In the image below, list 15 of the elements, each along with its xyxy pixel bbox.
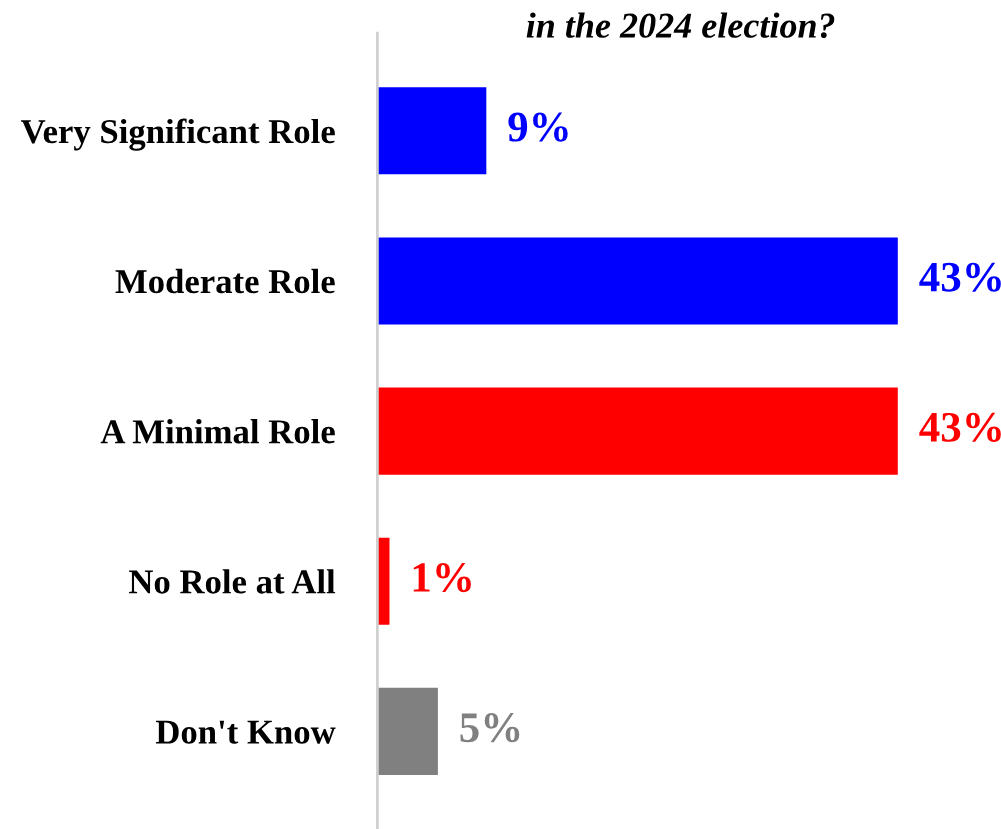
bar <box>377 87 487 175</box>
y-tick-label: No Role at All <box>129 569 336 594</box>
data-label: 43% <box>919 262 1001 292</box>
y-tick-label: Moderate Role <box>115 268 335 294</box>
data-label: 9% <box>508 112 568 142</box>
bar <box>377 687 438 775</box>
y-tick-label: A Minimal Role <box>100 419 335 444</box>
y-tick-label: Very Significant Role <box>21 118 335 151</box>
data-label: 5% <box>460 713 520 743</box>
data-label: 43% <box>919 412 1001 442</box>
bar <box>377 387 898 475</box>
y-tick-label: Don't Know <box>155 720 336 744</box>
bar <box>377 237 898 325</box>
chart-title: in the 2024 election? <box>526 12 835 39</box>
data-label: 1% <box>413 562 471 593</box>
